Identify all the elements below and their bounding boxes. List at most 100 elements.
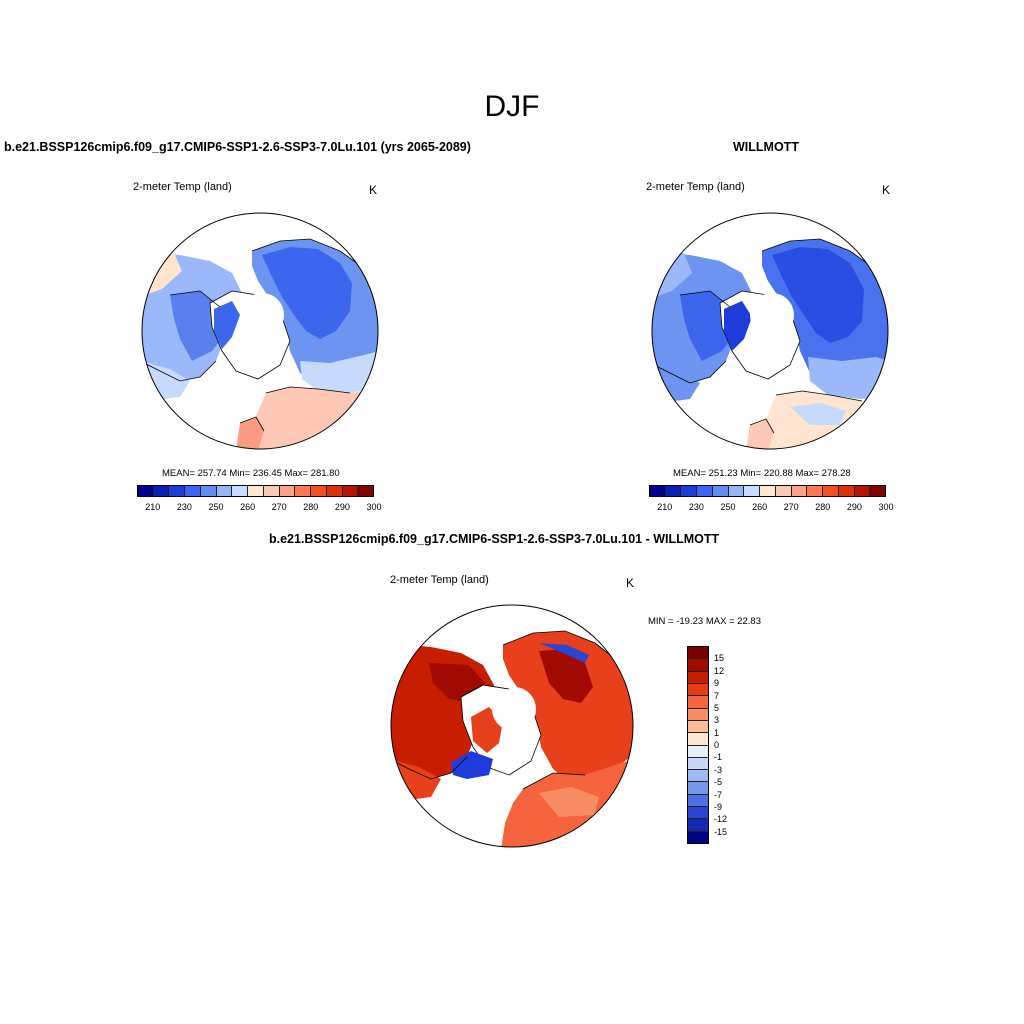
colorbar-swatch	[775, 486, 792, 496]
colorbar-swatch	[760, 486, 776, 496]
panel-1-stats: MEAN= 257.74 Min= 236.45 Max= 281.80	[162, 468, 340, 479]
colorbar-tick-label: -15	[714, 826, 728, 837]
panel-3-title: b.e21.BSSP126cmip6.f09_g17.CMIP6-SSP1-2.…	[269, 532, 720, 546]
panel-1-title: b.e21.BSSP126cmip6.f09_g17.CMIP6-SSP1-2.…	[4, 140, 471, 154]
colorbar-swatch	[688, 745, 708, 758]
colorbar-swatch	[342, 486, 359, 496]
colorbar-swatch	[688, 831, 708, 843]
colorbar-swatch	[688, 659, 708, 672]
colorbar-swatch	[791, 486, 808, 496]
colorbar-swatch	[688, 794, 708, 808]
colorbar-tick-label: 5	[714, 702, 720, 713]
colorbar-swatch	[216, 486, 233, 496]
colorbar-tick-label: 230	[688, 502, 704, 512]
colorbar-swatch	[169, 486, 186, 496]
colorbar-tick-label: 290	[334, 502, 350, 512]
panel-2-colorbar	[649, 485, 886, 497]
colorbar-tick-label: -9	[714, 801, 723, 812]
colorbar-tick-label: 9	[714, 678, 720, 689]
colorbar-swatch	[681, 486, 698, 496]
colorbar-tick-label: -12	[714, 814, 728, 825]
colorbar-tick-label: 250	[208, 502, 224, 512]
colorbar-tick-label: 300	[366, 502, 382, 512]
panel-3-colorbar	[687, 646, 709, 844]
colorbar-tick-label: 230	[176, 502, 192, 512]
panel-2-polar-map	[651, 212, 889, 450]
panel-2-units-label: K	[882, 183, 891, 197]
colorbar-tick-label: 0	[714, 740, 720, 750]
panel-3-variable-label: 2-meter Temp (land)	[390, 574, 489, 586]
colorbar-swatch	[358, 486, 374, 496]
colorbar-swatch	[823, 486, 839, 496]
panel-1-colorbar-labels: 210 230 250 260 270 280 290 300	[137, 502, 381, 514]
colorbar-swatch	[697, 486, 713, 496]
colorbar-swatch	[650, 486, 666, 496]
panel-3-polar-map	[390, 604, 634, 848]
colorbar-tick-label: 280	[303, 502, 319, 512]
land-region	[539, 787, 599, 817]
land-region	[451, 751, 493, 779]
land-region	[262, 247, 352, 339]
land-region	[539, 649, 593, 703]
colorbar-tick-label: 280	[815, 502, 831, 512]
colorbar-tick-label: 210	[657, 502, 673, 512]
colorbar-swatch	[688, 807, 708, 820]
colorbar-swatch	[153, 486, 170, 496]
colorbar-swatch	[311, 486, 327, 496]
colorbar-tick-label: -3	[714, 764, 723, 775]
colorbar-swatch	[263, 486, 280, 496]
colorbar-swatch	[295, 486, 312, 496]
colorbar-tick-label: -1	[714, 752, 723, 763]
colorbar-swatch	[688, 782, 708, 795]
colorbar-swatch	[807, 486, 824, 496]
colorbar-swatch	[744, 486, 761, 496]
colorbar-swatch	[728, 486, 745, 496]
land-region	[724, 301, 752, 351]
land-region	[539, 643, 589, 663]
colorbar-swatch	[854, 486, 871, 496]
colorbar-swatch	[712, 486, 729, 496]
colorbar-swatch	[688, 647, 708, 660]
colorbar-tick-label: 260	[240, 502, 256, 512]
colorbar-swatch	[870, 486, 886, 496]
panel-3-units-label: K	[626, 576, 635, 590]
colorbar-swatch	[665, 486, 682, 496]
colorbar-tick-label: 300	[878, 502, 894, 512]
colorbar-swatch	[326, 486, 343, 496]
colorbar-swatch	[688, 757, 708, 771]
land-region	[236, 417, 264, 449]
colorbar-swatch	[232, 486, 249, 496]
land-region	[746, 419, 774, 449]
figure-title: DJF	[484, 90, 540, 123]
colorbar-swatch	[688, 819, 708, 832]
colorbar-tick-label: 1	[714, 727, 720, 738]
colorbar-swatch	[688, 683, 708, 697]
panel-1-colorbar	[137, 485, 374, 497]
panel-1-variable-label: 2-meter Temp (land)	[133, 181, 232, 193]
colorbar-tick-label: 7	[714, 690, 720, 701]
land-region	[214, 301, 240, 349]
colorbar-swatch	[279, 486, 296, 496]
colorbar-swatch	[688, 671, 708, 684]
panel-3-colorbar-labels: 15 12 9 7 5 3 1 0 -1 -3 -5 -7 -9 -12 -15	[714, 646, 744, 844]
colorbar-swatch	[838, 486, 855, 496]
colorbar-swatch	[200, 486, 217, 496]
colorbar-tick-label: 260	[752, 502, 768, 512]
panel-1-polar-map	[141, 212, 379, 450]
panel-1-units-label: K	[369, 183, 378, 197]
colorbar-swatch	[185, 486, 201, 496]
colorbar-swatch	[688, 733, 708, 746]
colorbar-tick-label: 250	[720, 502, 736, 512]
colorbar-swatch	[688, 720, 708, 734]
colorbar-tick-label: 290	[846, 502, 862, 512]
land-region	[808, 357, 888, 399]
land-region	[250, 387, 378, 449]
colorbar-tick-label: 15	[714, 653, 725, 664]
colorbar-swatch	[138, 486, 154, 496]
colorbar-tick-label: 3	[714, 715, 720, 726]
panel-2-variable-label: 2-meter Temp (land)	[646, 181, 745, 193]
colorbar-tick-label: 12	[714, 665, 725, 676]
colorbar-swatch	[248, 486, 264, 496]
panel-3-min-max: MIN = -19.23 MAX = 22.83	[648, 616, 762, 627]
panel-2-colorbar-labels: 210 230 250 260 270 280 290 300	[649, 502, 893, 514]
